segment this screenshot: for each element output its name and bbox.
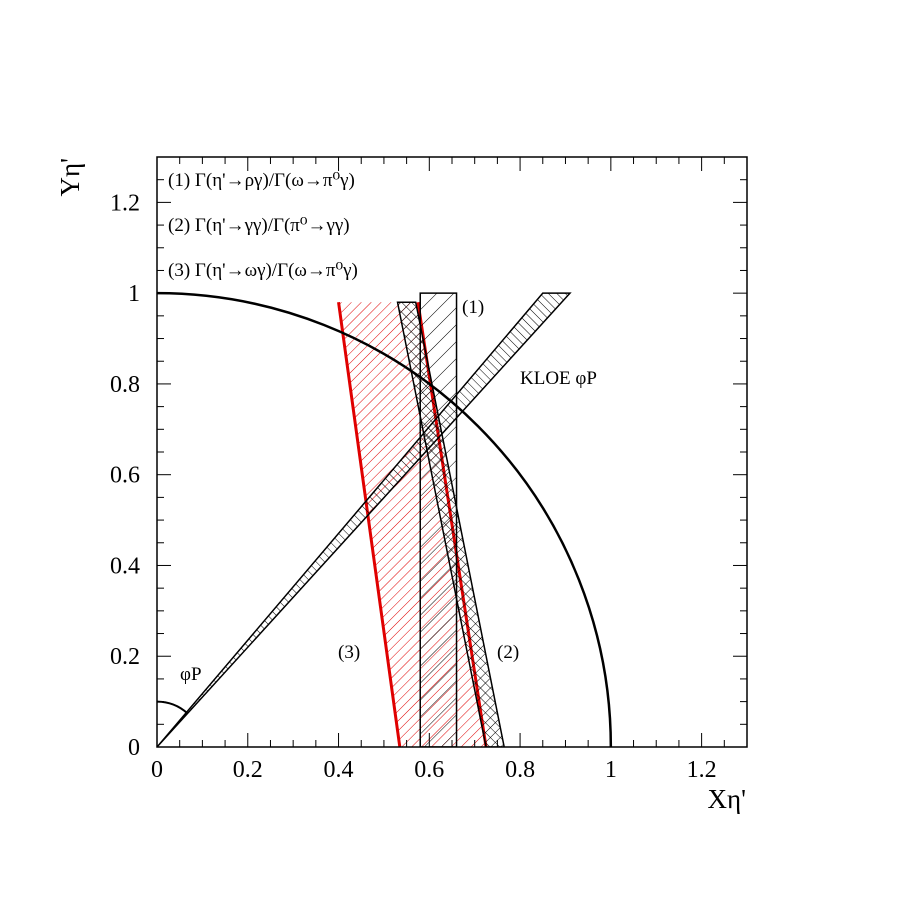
y-axis-title: Yη' — [55, 158, 85, 196]
y-tick-label: 0 — [128, 735, 140, 761]
x-tick-label: 1 — [605, 757, 617, 783]
x-tick-label: 1.2 — [687, 757, 717, 783]
x-tick-label: 0.6 — [414, 757, 444, 783]
legend: (1) Γ(η'→ργ)/Γ(ω→π⁰γ) (2) Γ(η'→γγ)/Γ(π⁰→… — [168, 170, 358, 281]
band-2-fill-b — [396, 301, 505, 747]
unit-circle-arc — [157, 291, 613, 747]
x-axis-title: Xη' — [708, 784, 746, 814]
phi-angle-arc — [157, 700, 189, 715]
y-tick-label: 1.2 — [110, 190, 140, 216]
axis-ticks — [156, 156, 748, 748]
x-tick-label: 0.4 — [324, 757, 354, 783]
band-label-2: (2) — [497, 642, 519, 663]
kloe-band — [157, 292, 572, 747]
y-tick-label: 0.8 — [110, 372, 140, 398]
kloe-label: KLOE φP — [520, 368, 597, 389]
band-label-1: (1) — [462, 297, 484, 318]
x-tick-label: 0.2 — [233, 757, 263, 783]
legend-entry-2: (2) Γ(η'→γγ)/Γ(π⁰→γγ) — [168, 215, 350, 236]
legend-entry-1: (1) Γ(η'→ργ)/Γ(ω→π⁰γ) — [168, 170, 355, 191]
x-tick-label: 0.8 — [505, 757, 535, 783]
y-tick-label: 0.6 — [110, 463, 140, 489]
band-3-left-edge — [337, 302, 402, 747]
x-tick-label: 0 — [151, 757, 163, 783]
legend-entry-3: (3) Γ(η'→ωγ)/Γ(ω→π⁰γ) — [168, 260, 358, 281]
y-tick-label: 0.2 — [110, 644, 140, 670]
y-tick-label: 0.4 — [110, 553, 140, 579]
band-label-3: (3) — [338, 642, 360, 663]
axis-tick-labels: 0 0.2 0.4 0.6 0.8 1 1.2 0 0.2 0.4 0.6 0.8 1 1.2 — [110, 190, 717, 783]
phi-angle-label: φP — [180, 664, 202, 685]
y-tick-label: 1 — [128, 281, 140, 307]
